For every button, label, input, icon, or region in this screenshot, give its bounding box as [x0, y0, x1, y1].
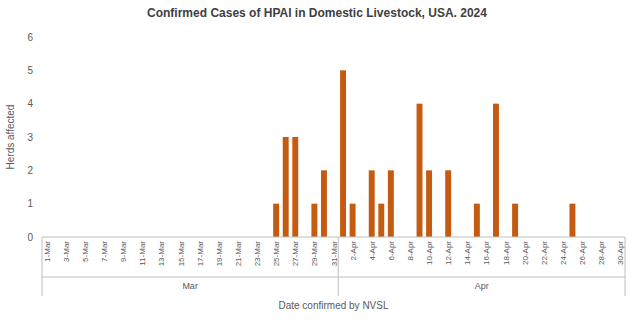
y-tick: [39, 170, 42, 171]
x-tick-label: 5-Mar: [81, 241, 90, 262]
group-edge: [42, 237, 43, 296]
bar: [445, 170, 451, 237]
bar: [493, 104, 499, 237]
y-tick-label: 0: [27, 232, 33, 243]
bar: [474, 204, 480, 237]
x-tick-label: 16-Apr: [482, 241, 491, 265]
title: Confirmed Cases of HPAI in Domestic Live…: [147, 6, 487, 20]
bar: [426, 170, 432, 237]
x-tick-label: 12-Apr: [444, 241, 453, 265]
x-tick-label: 1-Mar: [43, 241, 52, 262]
x-tick-label: 11-Mar: [138, 241, 147, 266]
x-tick-label: 30-Apr: [616, 241, 625, 265]
x-tick-label: 23-Mar: [253, 241, 262, 267]
x-axis-title: Date confirmed by NVSL: [278, 300, 388, 311]
y-tick: [39, 203, 42, 204]
bar: [378, 204, 384, 237]
chart: Confirmed Cases of HPAI in Domestic Live…: [0, 0, 634, 320]
y-tick: [39, 137, 42, 138]
x-tick-label: 19-Mar: [215, 241, 224, 267]
x-tick-label: 18-Apr: [502, 241, 511, 265]
x-tick-label: 13-Mar: [157, 241, 166, 267]
bar: [321, 170, 327, 237]
bar: [512, 204, 518, 237]
x-tick-label: 3-Mar: [62, 241, 71, 262]
x-tick-label: 28-Apr: [597, 241, 606, 265]
group-label: Apr: [475, 281, 489, 291]
x-tick-label: 21-Mar: [234, 241, 243, 267]
x-tick-label: 20-Apr: [521, 241, 530, 265]
y-tick-label: 4: [27, 98, 33, 109]
x-tick-label: 27-Mar: [291, 241, 300, 267]
x-tick-label: 9-Mar: [119, 241, 128, 262]
bar: [369, 170, 375, 237]
bar: [283, 137, 289, 237]
x-tick-label: 29-Mar: [310, 241, 319, 267]
x-tick-label: 8-Apr: [406, 241, 415, 261]
x-tick-label: 7-Mar: [100, 241, 109, 262]
x-tick-label: 2-Apr: [349, 241, 358, 261]
group-line: [42, 277, 625, 278]
y-tick-label: 5: [27, 65, 33, 76]
group-separator: [338, 237, 339, 296]
bar: [292, 137, 298, 237]
y-tick-label: 2: [27, 165, 33, 176]
bar: [340, 70, 346, 237]
bars: [273, 70, 575, 237]
x-tick-label: 10-Apr: [425, 241, 434, 265]
bar: [388, 170, 394, 237]
bar: [273, 204, 279, 237]
y-tick: [39, 70, 42, 71]
y-axis-title: Herds affected: [5, 105, 16, 170]
x-tick-label: 4-Apr: [368, 241, 377, 261]
group-label: Mar: [182, 281, 198, 291]
bar: [311, 204, 317, 237]
x-tick-label: 26-Apr: [578, 241, 587, 265]
group-separator: [625, 237, 626, 296]
x-axis: [42, 237, 625, 238]
y-tick-label: 1: [27, 198, 33, 209]
x-tick-label: 6-Apr: [387, 241, 396, 261]
y-tick: [39, 103, 42, 104]
x-tick-label: 14-Apr: [463, 241, 472, 265]
x-tick-label: 24-Apr: [559, 241, 568, 265]
x-tick-label: 17-Mar: [196, 241, 205, 267]
bar: [350, 204, 356, 237]
bar: [417, 104, 423, 237]
bar: [569, 204, 575, 237]
x-tick-label: 15-Mar: [177, 241, 186, 267]
x-tick-label: 25-Mar: [272, 241, 281, 267]
x-tick-label: 31-Mar: [330, 241, 339, 267]
x-tick-label: 22-Apr: [540, 241, 549, 265]
y-tick: [39, 37, 42, 38]
y-tick-label: 6: [27, 32, 33, 43]
y-tick-label: 3: [27, 132, 33, 143]
